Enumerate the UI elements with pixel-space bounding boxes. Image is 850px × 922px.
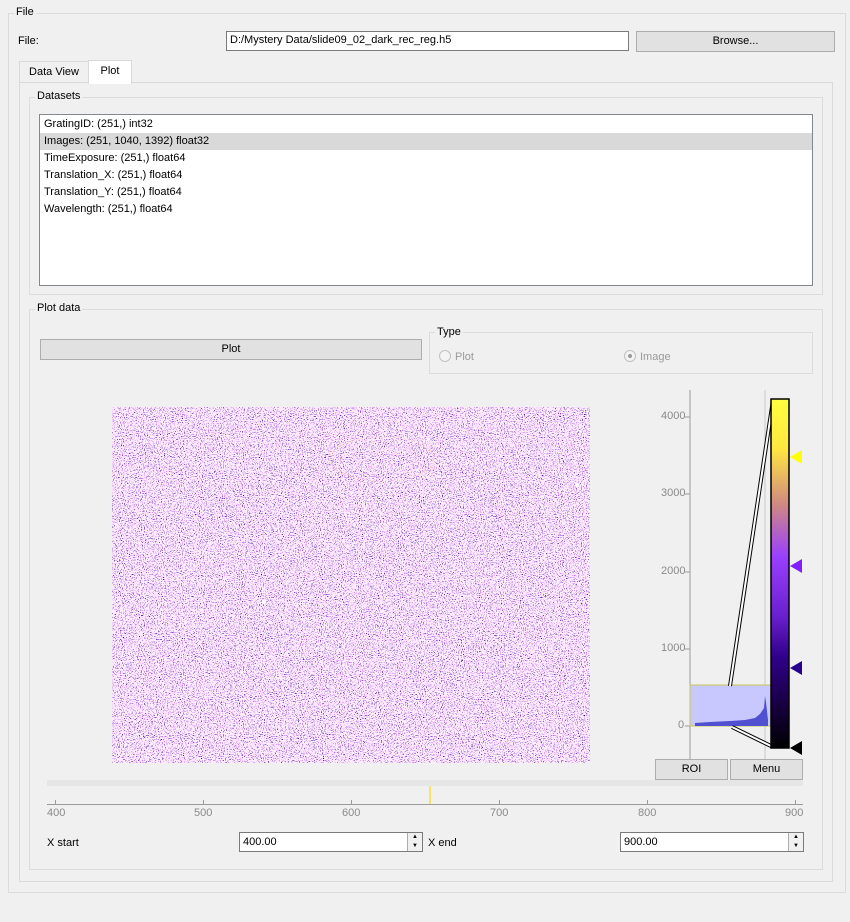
dataset-item-images[interactable]: Images: (251, 1040, 1392) float32 [40,133,812,150]
hist-tick-label-2000: 2000 [661,565,686,577]
colormap-handle-black[interactable] [790,741,802,755]
datasets-groupbox [29,97,823,295]
timeline-tick [499,800,500,804]
image-bright-spot [262,600,266,604]
x-start-down-icon[interactable]: ▼ [412,843,418,849]
colormap-handle-yellow[interactable] [790,450,802,464]
timeline-tick [351,800,352,804]
tab-plot-label: Plot [100,65,120,77]
histogram-lut-widget[interactable] [640,390,810,760]
x-start-spinbox[interactable]: 400.00 ▲ ▼ [239,832,423,852]
radio-plot-label: Plot [455,351,474,363]
radio-image-label: Image [640,351,671,363]
tab-plot[interactable]: Plot [88,60,132,84]
file-path-field[interactable]: D:/Mystery Data/slide09_02_dark_rec_reg.… [226,31,629,51]
hist-tick-label-0: 0 [678,719,685,731]
plot-data-groupbox [29,309,823,870]
datasets-group-title: Datasets [35,90,83,102]
colormap-handle-navy[interactable] [790,661,802,675]
file-group-title: File [14,6,36,18]
datasets-list[interactable]: GratingID: (251,) int32 Images: (251, 10… [39,114,813,286]
x-end-stepper[interactable]: ▲ ▼ [788,833,803,851]
hist-tick-label-3000: 3000 [661,487,686,499]
timeline-tick-label-600: 600 [342,807,361,819]
image-bright-spot [179,465,183,469]
x-end-value: 900.00 [624,836,658,848]
plot-data-group-title: Plot data [35,302,83,314]
x-start-value: 400.00 [243,836,277,848]
colormap-gradient-bar[interactable] [770,398,790,749]
x-start-stepper[interactable]: ▲ ▼ [407,833,422,851]
timeline-axis-line [47,804,803,805]
timeline-tick [203,800,204,804]
file-groupbox [8,13,846,893]
tab-data-view[interactable]: Data View [19,61,89,83]
radio-image-indicator [624,350,636,362]
file-label: File: [18,35,39,47]
timeline-tick-label-500: 500 [194,807,213,819]
hist-tick-label-4000: 4000 [661,410,686,422]
timeline-track[interactable] [47,780,803,786]
timeline-tick [647,800,648,804]
timeline-tick-label-700: 700 [490,807,509,819]
timeline-current-marker[interactable] [429,786,431,804]
type-group-title: Type [435,326,463,338]
timeline-tick [55,800,56,804]
x-start-up-icon[interactable]: ▲ [412,834,418,840]
x-end-down-icon[interactable]: ▼ [793,843,799,849]
colormap-handle-purple[interactable] [790,559,802,573]
x-end-up-icon[interactable]: ▲ [793,834,799,840]
tab-data-view-label: Data View [29,66,79,78]
x-end-label: X end [428,837,457,849]
dataset-item-wavelength[interactable]: Wavelength: (251,) float64 [44,203,173,215]
dataset-item-gratingid[interactable]: GratingID: (251,) int32 [44,118,153,130]
histogram-curve [695,696,768,726]
menu-button[interactable]: Menu [730,759,803,780]
x-end-spinbox[interactable]: 900.00 ▲ ▼ [620,832,804,852]
x-start-label: X start [47,837,79,849]
timeline-tick [795,800,796,804]
timeline-tick-label-800: 800 [638,807,657,819]
image-view[interactable] [112,407,590,763]
hist-tick-label-1000: 1000 [661,642,686,654]
dataset-item-timeexposure[interactable]: TimeExposure: (251,) float64 [44,152,186,164]
plot-button[interactable]: Plot [40,339,422,360]
roi-button[interactable]: ROI [655,759,728,780]
lut-mapping-line-bottom-inner [731,726,774,748]
dataset-item-translation-x[interactable]: Translation_X: (251,) float64 [44,169,183,181]
browse-button[interactable]: Browse... [636,31,835,52]
image-bright-spot [426,437,430,441]
type-radio-plot[interactable]: Plot [439,350,474,363]
lut-mapping-line-top-inner [729,399,774,687]
timeline-tick-label-400: 400 [47,807,66,819]
timeline-tick-label-900: 900 [785,807,804,819]
image-bright-spot [575,483,579,487]
image-speckle-layer-2 [112,407,590,763]
dataset-item-translation-y[interactable]: Translation_Y: (251,) float64 [44,186,182,198]
type-radio-image[interactable]: Image [624,350,671,363]
image-ring-feature [329,436,435,482]
radio-plot-indicator [439,350,451,362]
type-groupbox [429,332,813,374]
